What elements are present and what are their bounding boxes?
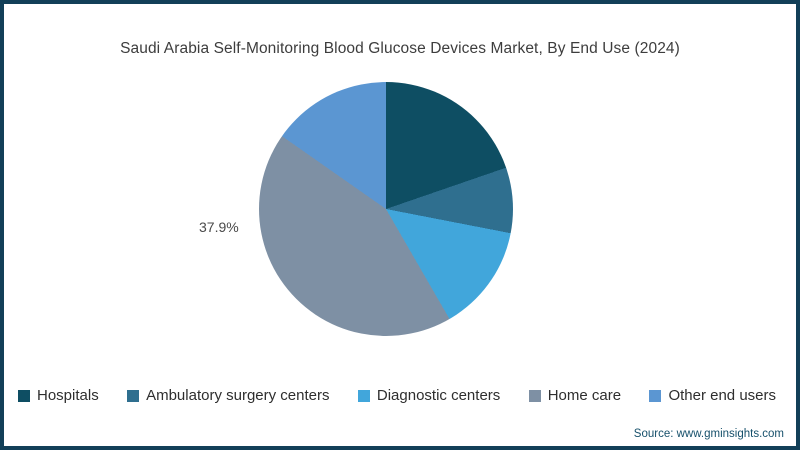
legend-label-diagnostic-centers: Diagnostic centers — [376, 387, 501, 404]
legend-item-hospitals: Hospitals — [18, 387, 99, 404]
legend-label-home-care: Home care — [547, 387, 622, 404]
legend-label-other-end-users: Other end users — [668, 387, 776, 404]
source-attribution: Source: www.gminsights.com — [633, 428, 784, 440]
legend-swatch-hospitals — [18, 389, 30, 402]
legend-item-other-end-users: Other end users — [649, 387, 776, 404]
legend-label-ambulatory-surgery-centers: Ambulatory surgery centers — [146, 387, 330, 404]
legend-swatch-diagnostic-centers — [357, 389, 370, 402]
legend-swatch-ambulatory-surgery-centers — [127, 389, 140, 402]
pie-slice-label-home-care: 37.9% — [199, 219, 239, 235]
legend-item-diagnostic-centers: Diagnostic centers — [357, 387, 501, 404]
legend-label-hospitals: Hospitals — [37, 387, 99, 404]
legend-item-ambulatory-surgery-centers: Ambulatory surgery centers — [127, 387, 330, 404]
legend: Hospitals Ambulatory surgery centers Dia… — [4, 387, 796, 404]
legend-item-home-care: Home care — [528, 387, 622, 404]
chart-title: Saudi Arabia Self-Monitoring Blood Gluco… — [120, 40, 680, 57]
pie-chart — [259, 82, 513, 336]
legend-swatch-home-care — [528, 389, 541, 402]
legend-swatch-other-end-users — [649, 389, 662, 402]
